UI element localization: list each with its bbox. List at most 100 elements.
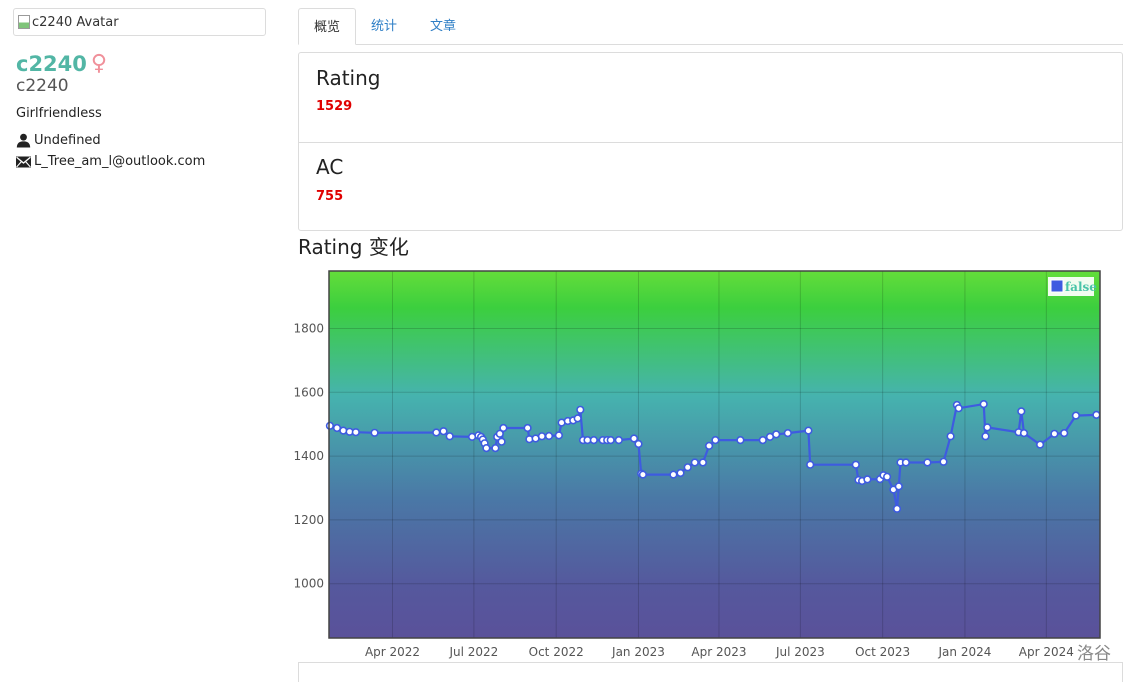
rating-point[interactable] (482, 444, 491, 453)
location-text: Undefined (34, 133, 101, 148)
rating-point[interactable] (576, 405, 585, 414)
rating-point[interactable] (495, 429, 504, 438)
rating-point[interactable] (736, 436, 745, 445)
rating-value: 1529 (316, 99, 353, 114)
rating-point[interactable] (804, 426, 813, 435)
rating-point[interactable] (892, 504, 902, 513)
rating-point[interactable] (1019, 429, 1029, 438)
legend[interactable]: false (1048, 277, 1097, 296)
rating-point[interactable] (690, 458, 699, 467)
username-row: c2240 ♀ (16, 52, 107, 76)
email-text: L_Tree_am_l@outlook.com (34, 154, 206, 169)
rating-point[interactable] (339, 426, 348, 435)
y-tick-label: 1600 (293, 385, 324, 399)
rating-point[interactable] (979, 400, 988, 409)
next-card-edge (298, 662, 1123, 682)
rating-chart-title: Rating 变化 (298, 235, 409, 259)
card-divider (299, 142, 1122, 143)
rating-point[interactable] (783, 429, 792, 438)
x-tick-label: Apr 2022 (365, 645, 420, 659)
rating-point[interactable] (634, 439, 643, 449)
x-tick-label: Jul 2023 (775, 645, 825, 659)
x-tick-label: Apr 2023 (691, 645, 746, 659)
rating-point[interactable] (370, 428, 379, 437)
rating-point[interactable] (614, 436, 623, 445)
user-icon (16, 133, 31, 148)
rating-point[interactable] (1050, 429, 1059, 438)
avatar: c2240 Avatar (13, 8, 266, 36)
rating-point[interactable] (544, 431, 554, 441)
legend-label: false (1065, 280, 1097, 294)
rating-point[interactable] (863, 475, 872, 484)
rating-point[interactable] (351, 428, 360, 437)
rating-point[interactable] (683, 463, 692, 472)
display-name: c2240 (16, 76, 69, 96)
rating-point[interactable] (554, 431, 564, 440)
ac-value: 755 (316, 189, 344, 204)
rating-point[interactable] (851, 460, 860, 469)
x-tick-label: Oct 2023 (855, 645, 910, 659)
rating-point[interactable] (939, 457, 948, 466)
rating-point[interactable] (894, 482, 903, 491)
email-row: L_Tree_am_l@outlook.com (16, 154, 205, 169)
rating-point[interactable] (698, 458, 708, 467)
rating-point[interactable] (954, 404, 963, 413)
rating-point[interactable] (606, 436, 615, 445)
rating-point[interactable] (491, 444, 500, 453)
rating-point[interactable] (669, 470, 678, 479)
x-tick-label: Jan 2024 (938, 645, 992, 659)
plot-border (328, 270, 1101, 639)
rating-point[interactable] (882, 472, 892, 481)
tab-statistics[interactable]: 统计 (370, 19, 397, 34)
rating-point[interactable] (523, 423, 532, 433)
rating-point[interactable] (537, 432, 546, 441)
avatar-alt-text: c2240 Avatar (32, 14, 119, 30)
rating-chart[interactable]: 1000 1200 1400 1600 1800 Apr 2022 Jul 2022 Oct… (290, 262, 1110, 662)
y-tick-label: 1200 (293, 513, 324, 527)
rating-point[interactable] (1092, 410, 1101, 419)
rating-point[interactable] (439, 427, 448, 436)
y-tick-label: 1800 (293, 321, 324, 335)
rating-point[interactable] (499, 423, 508, 433)
rating-point[interactable] (325, 421, 335, 430)
rating-point[interactable] (1071, 411, 1081, 420)
rating-point[interactable] (638, 470, 648, 479)
rating-point[interactable] (1035, 440, 1045, 449)
rating-point[interactable] (711, 436, 720, 445)
rating-series-points (325, 400, 1101, 513)
envelope-icon (16, 156, 31, 167)
rating-point[interactable] (432, 428, 441, 437)
rating-point[interactable] (1060, 429, 1069, 438)
rating-point[interactable] (946, 432, 955, 441)
rating-point[interactable] (573, 414, 582, 423)
rating-point[interactable] (497, 437, 506, 446)
rating-point[interactable] (981, 432, 990, 441)
username[interactable]: c2240 (16, 52, 87, 76)
rating-point[interactable] (705, 441, 714, 450)
luogu-watermark: 洛谷 (1077, 644, 1111, 664)
plot-background (329, 271, 1100, 638)
rating-point[interactable] (901, 458, 911, 467)
rating-point[interactable] (758, 436, 767, 445)
tab-overview[interactable]: 概览 (298, 8, 356, 45)
rating-point[interactable] (983, 423, 992, 432)
broken-image-icon (18, 15, 30, 29)
bio-text: Girlfriendless (16, 106, 102, 121)
tab-articles[interactable]: 文章 (429, 19, 456, 34)
x-tick-label: Jan 2023 (611, 645, 665, 659)
rating-point[interactable] (806, 460, 815, 469)
rating-point[interactable] (589, 436, 598, 445)
rating-point[interactable] (629, 434, 639, 443)
rating-point[interactable] (445, 432, 454, 441)
x-axis: Apr 2022 Jul 2022 Oct 2022 Jan 2023 Apr 2023… (365, 645, 1074, 659)
rating-point[interactable] (923, 458, 932, 467)
y-tick-label: 1000 (293, 577, 324, 591)
rating-point[interactable] (1017, 407, 1026, 416)
x-tick-label: Apr 2024 (1019, 645, 1074, 659)
y-tick-label: 1400 (293, 449, 324, 463)
rating-point[interactable] (676, 468, 685, 478)
location-row: Undefined (16, 133, 101, 148)
tab-bar: 概览 统计 文章 (298, 8, 1123, 45)
rating-title: Rating (316, 66, 381, 90)
rating-point[interactable] (772, 430, 781, 439)
